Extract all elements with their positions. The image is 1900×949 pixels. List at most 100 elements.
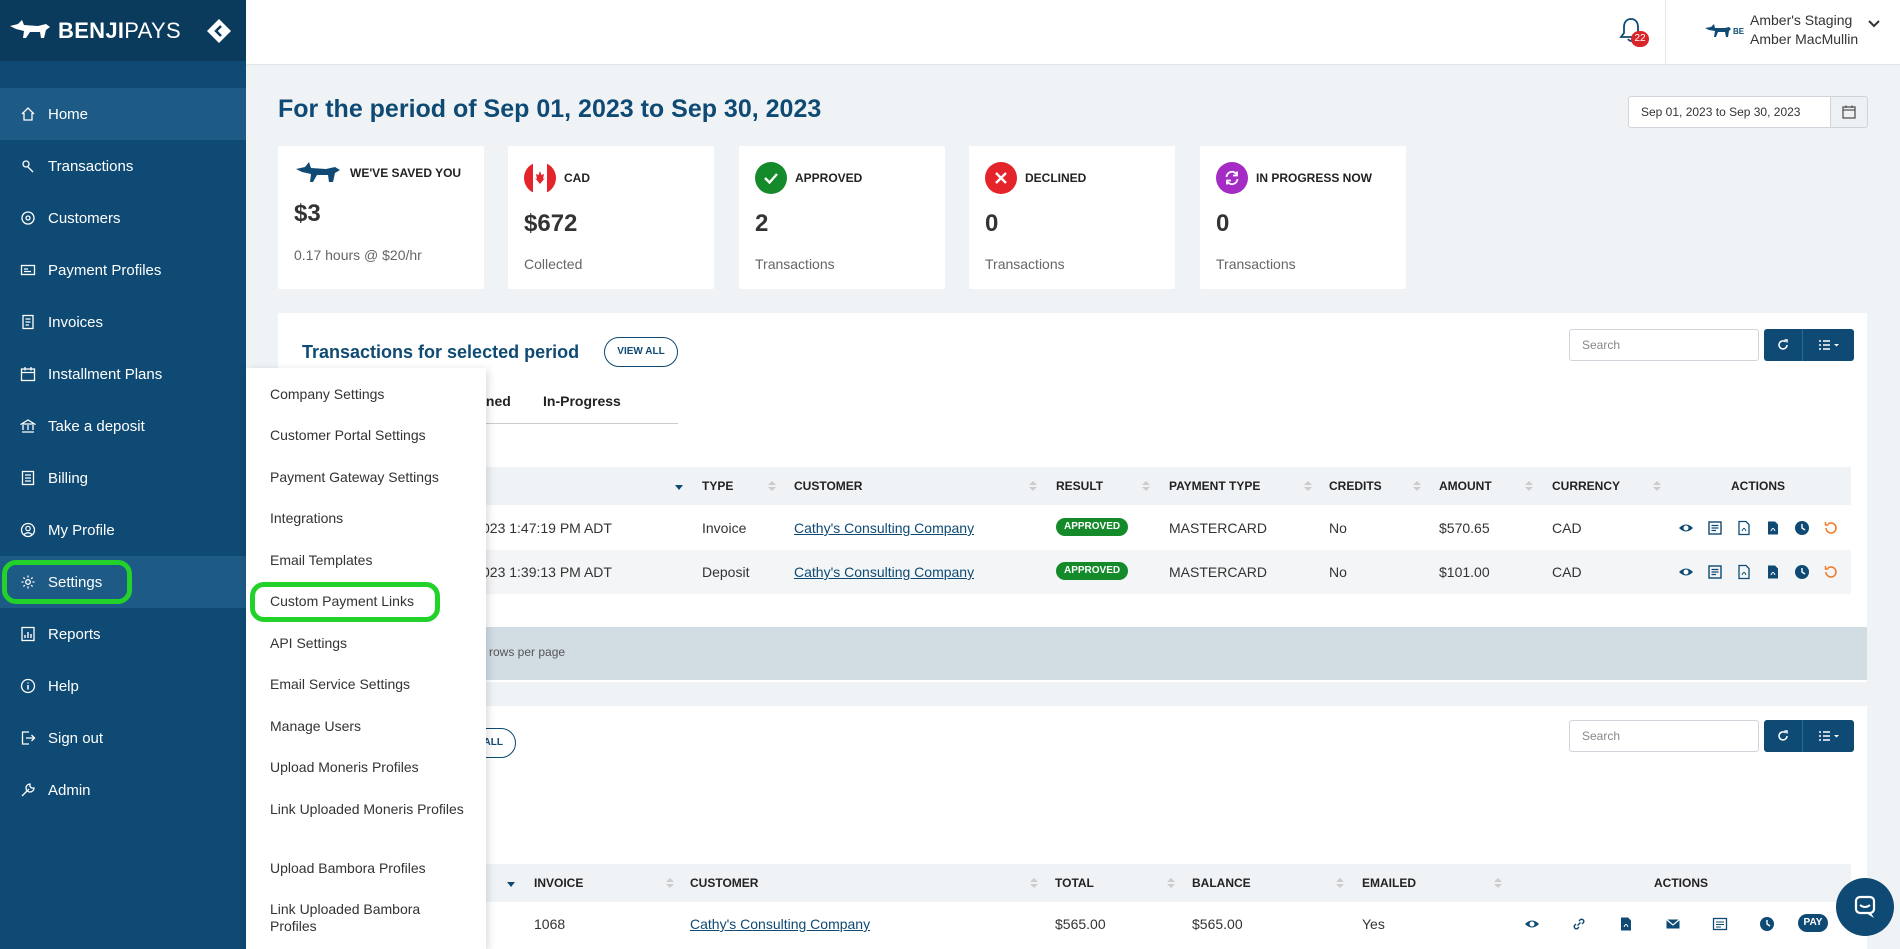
sort-icon[interactable]: [1413, 480, 1421, 492]
pdf-icon[interactable]: [1765, 564, 1781, 580]
column-header-customer[interactable]: CUSTOMER: [690, 876, 759, 890]
link-icon[interactable]: [1571, 916, 1587, 932]
menu-item-integrations[interactable]: Integrations: [270, 510, 344, 526]
clock-icon[interactable]: [1759, 916, 1775, 932]
sidebar-item-take-a-deposit[interactable]: Take a deposit: [0, 400, 246, 452]
transactions-search-input[interactable]: Search: [1569, 329, 1759, 361]
menu-item-custom-payment-links[interactable]: Custom Payment Links: [270, 593, 414, 609]
column-header-result[interactable]: RESULT: [1056, 479, 1104, 493]
sidebar-item-settings[interactable]: Settings: [0, 556, 246, 608]
date-picker-button[interactable]: [1830, 96, 1868, 128]
sort-icon[interactable]: [1167, 877, 1175, 889]
cell-date: 023 1:39:13 PM ADT: [482, 564, 612, 580]
menu-item-company-settings[interactable]: Company Settings: [270, 386, 385, 402]
column-header-total[interactable]: TOTAL: [1055, 876, 1094, 890]
pdf-outline-icon[interactable]: [1736, 564, 1752, 580]
sidebar-item-payment-profiles[interactable]: Payment Profiles: [0, 244, 246, 296]
menu-item-email-templates[interactable]: Email Templates: [270, 552, 373, 568]
clock-icon[interactable]: [1794, 520, 1810, 536]
table-row[interactable]: 1068 Cathy's Consulting Company $565.00 …: [302, 902, 1851, 946]
menu-item-api-settings[interactable]: API Settings: [270, 635, 348, 651]
sort-icon[interactable]: [1494, 877, 1502, 889]
view-eye-icon[interactable]: [1678, 520, 1694, 536]
sidebar-item-sign-out[interactable]: Sign out: [0, 712, 246, 764]
refresh-transactions-button[interactable]: [1764, 329, 1802, 361]
columns-menu-button[interactable]: [1802, 329, 1854, 361]
menu-item-upload-moneris-profiles[interactable]: Upload Moneris Profiles: [270, 759, 419, 775]
email-icon[interactable]: [1665, 916, 1681, 932]
pdf-outline-icon[interactable]: [1736, 520, 1752, 536]
sort-icon[interactable]: [1525, 480, 1533, 492]
tab-in-progress[interactable]: In-Progress: [543, 393, 621, 409]
view-all-transactions-button[interactable]: VIEW ALL: [604, 337, 678, 367]
sidebar-item-installment-plans[interactable]: Installment Plans: [0, 348, 246, 400]
sort-icon[interactable]: [1029, 480, 1037, 492]
invoice-details-icon[interactable]: [1712, 916, 1728, 932]
customer-link[interactable]: Cathy's Consulting Company: [690, 916, 871, 932]
sidebar-item-my-profile[interactable]: My Profile: [0, 504, 246, 556]
pdf-icon[interactable]: [1618, 916, 1634, 932]
sort-desc-icon[interactable]: [507, 878, 515, 890]
sidebar-item-invoices[interactable]: Invoices: [0, 296, 246, 348]
collapse-diamond-icon[interactable]: [206, 18, 232, 44]
column-header-balance[interactable]: BALANCE: [1192, 876, 1251, 890]
stat-card-approved: APPROVED 2 Transactions: [739, 146, 945, 289]
menu-item-email-service-settings[interactable]: Email Service Settings: [270, 676, 411, 692]
menu-item-payment-gateway-settings[interactable]: Payment Gateway Settings: [270, 469, 439, 485]
column-header-invoice[interactable]: INVOICE: [534, 876, 584, 890]
customer-link[interactable]: Cathy's Consulting Company: [794, 564, 975, 580]
customer-link[interactable]: Cathy's Consulting Company: [794, 520, 975, 536]
menu-item-link-uploaded-moneris-profiles[interactable]: Link Uploaded Moneris Profiles: [270, 801, 464, 817]
view-eye-icon[interactable]: [1678, 564, 1694, 580]
sort-icon[interactable]: [1030, 877, 1038, 889]
view-eye-icon[interactable]: [1524, 916, 1540, 932]
stat-card-declined: DECLINED 0 Transactions: [969, 146, 1175, 289]
table-row[interactable]: 023 1:47:19 PM ADT Invoice Cathy's Consu…: [302, 506, 1851, 550]
sidebar-item-help[interactable]: Help: [0, 660, 246, 712]
tab-declined[interactable]: ined: [482, 393, 511, 409]
column-header-credits[interactable]: CREDITS: [1329, 479, 1382, 493]
sidebar-item-transactions[interactable]: Transactions: [0, 140, 246, 192]
card-value: 0: [985, 210, 999, 237]
sort-icon[interactable]: [1336, 877, 1344, 889]
brand-logo[interactable]: BENJIPAYS: [0, 0, 246, 61]
sidebar: BENJIPAYS Home Transactions Customers Pa…: [0, 0, 246, 949]
pdf-icon[interactable]: [1765, 520, 1781, 536]
column-header-payment-type[interactable]: PAYMENT TYPE: [1169, 479, 1261, 493]
invoice-columns-menu-button[interactable]: [1802, 720, 1854, 752]
sort-icon[interactable]: [1142, 480, 1150, 492]
account-user-name[interactable]: Amber MacMullin: [1750, 31, 1859, 47]
sidebar-item-reports[interactable]: Reports: [0, 608, 246, 660]
refund-icon[interactable]: [1823, 564, 1839, 580]
sort-desc-icon[interactable]: [675, 481, 683, 493]
column-header-type[interactable]: TYPE: [702, 479, 734, 493]
menu-item-manage-users[interactable]: Manage Users: [270, 718, 362, 734]
sidebar-item-admin[interactable]: Admin: [0, 764, 246, 816]
sidebar-item-customers[interactable]: Customers: [0, 192, 246, 244]
clock-icon[interactable]: [1794, 564, 1810, 580]
account-org-name[interactable]: Amber's Staging: [1750, 12, 1853, 28]
receipt-icon[interactable]: [1707, 564, 1723, 580]
sidebar-item-home[interactable]: Home: [0, 88, 246, 140]
column-header-amount[interactable]: AMOUNT: [1439, 479, 1492, 493]
sort-icon[interactable]: [666, 877, 674, 889]
column-header-currency[interactable]: CURRENCY: [1552, 479, 1621, 493]
receipt-icon[interactable]: [1707, 520, 1723, 536]
table-row[interactable]: 023 1:39:13 PM ADT Deposit Cathy's Consu…: [302, 550, 1851, 594]
sidebar-item-billing[interactable]: Billing: [0, 452, 246, 504]
sort-icon[interactable]: [1304, 480, 1312, 492]
refresh-invoices-button[interactable]: [1764, 720, 1802, 752]
column-header-emailed[interactable]: EMAILED: [1362, 876, 1416, 890]
sort-icon[interactable]: [1653, 480, 1661, 492]
support-chat-button[interactable]: [1836, 878, 1894, 936]
column-header-customer[interactable]: CUSTOMER: [794, 479, 863, 493]
invoices-search-input[interactable]: Search: [1569, 720, 1759, 752]
pay-button[interactable]: PAY: [1798, 914, 1828, 932]
chevron-down-icon[interactable]: [1867, 19, 1881, 29]
date-range-input[interactable]: Sep 01, 2023 to Sep 30, 2023: [1628, 96, 1831, 128]
menu-item-customer-portal-settings[interactable]: Customer Portal Settings: [270, 427, 426, 443]
menu-item-upload-bambora-profiles[interactable]: Upload Bambora Profiles: [270, 860, 426, 876]
sort-icon[interactable]: [768, 480, 776, 492]
refund-icon[interactable]: [1823, 520, 1839, 536]
menu-item-link-uploaded-bambora-profiles[interactable]: Link Uploaded Bambora Profiles: [270, 901, 421, 934]
